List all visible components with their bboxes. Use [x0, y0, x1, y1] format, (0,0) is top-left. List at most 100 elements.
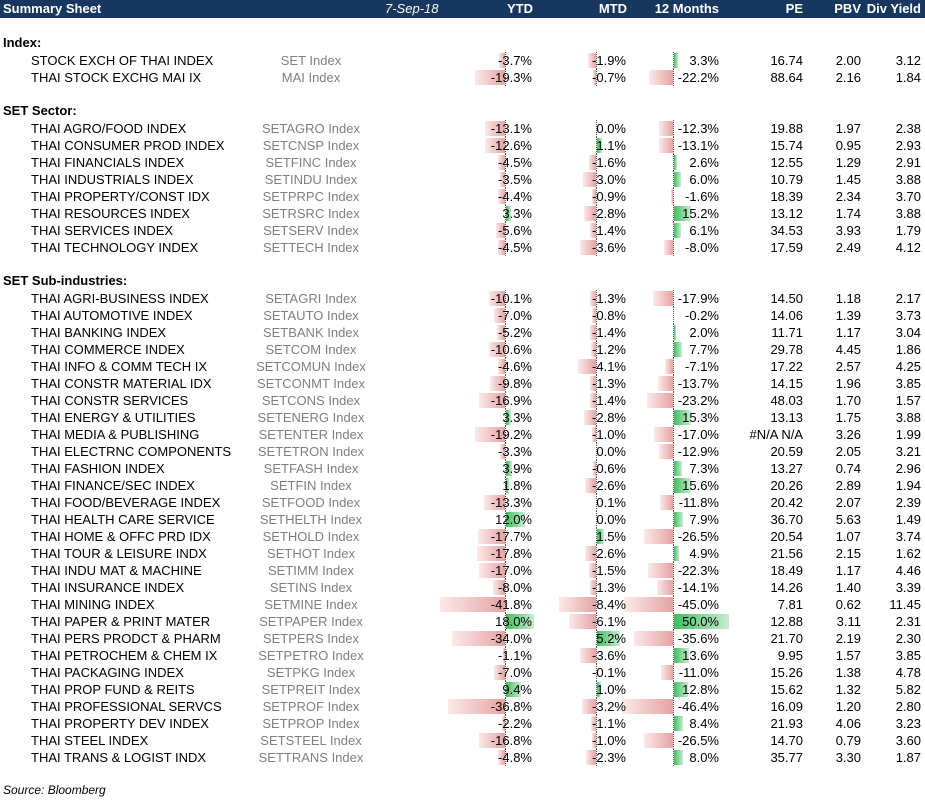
pe-value: 20.26 [770, 478, 803, 493]
table-row: THAI HEALTH CARE SERVICE SETHELTH Index 12… [0, 511, 925, 528]
m12-zero-axis [673, 647, 674, 664]
table-row: THAI INDUSTRIALS INDEX SETINDU Index -3.5%… [0, 171, 925, 188]
mtd-zero-axis [596, 664, 597, 681]
mtd-value: 1.5% [596, 529, 626, 544]
m12-zero-axis [673, 392, 674, 409]
ytd-bar [499, 444, 505, 459]
pbv-value: 1.97 [835, 121, 861, 136]
ytd-value: -7.0% [498, 665, 532, 680]
index-ticker: SETTRANS Index [258, 750, 364, 765]
table-row: THAI HOME & OFFC PRD IDX SETHOLD Index -17… [0, 528, 925, 545]
index-ticker: SETCNSP Index [262, 138, 360, 153]
pbv-value: 1.07 [835, 529, 861, 544]
m12-zero-axis [673, 749, 674, 766]
index-ticker: SETPROF Index [262, 699, 360, 714]
ytd-value: -4.5% [498, 240, 532, 255]
table-row: THAI MINING INDEX SETMINE Index -41.8% -8.4… [0, 596, 925, 613]
ytd-value: -4.8% [498, 750, 532, 765]
ytd-value: 3.9% [502, 461, 532, 476]
ytd-value: -8.0% [498, 580, 532, 595]
div-yield-value: 1.79 [895, 223, 921, 238]
pbv-value: 1.17 [835, 563, 861, 578]
12m-value: 3.3% [689, 53, 719, 68]
table-row: THAI MEDIA & PUBLISHING SETENTER Index -19… [0, 426, 925, 443]
index-name: THAI COMMERCE INDEX [31, 342, 185, 357]
m12-bar [674, 648, 689, 663]
mtd-value: -1.3% [592, 291, 626, 306]
m12-bar [674, 410, 691, 425]
div-yield-value: 1.86 [895, 342, 921, 357]
ytd-value: 18.0% [495, 614, 532, 629]
pe-value: 21.93 [770, 716, 803, 731]
index-ticker: SETSERV Index [263, 223, 359, 238]
m12-zero-axis [673, 630, 674, 647]
ytd-value: -16.8% [490, 733, 532, 748]
mtd-value: -1.3% [592, 580, 626, 595]
pe-value: 12.88 [770, 614, 803, 629]
div-yield-value: 1.99 [895, 427, 921, 442]
ytd-value: -17.0% [490, 563, 532, 578]
mtd-zero-axis [596, 205, 597, 222]
m12-zero-axis [673, 545, 674, 562]
index-ticker: SETFOOD Index [261, 495, 361, 510]
index-ticker: SETINDU Index [264, 172, 358, 187]
col-pbv-header: PBV [834, 1, 861, 16]
table-row: THAI CONSTR SERVICES SETCONS Index -16.9% -… [0, 392, 925, 409]
div-yield-value: 5.82 [895, 682, 921, 697]
table-row: THAI SERVICES INDEX SETSERV Index -5.6% -1.… [0, 222, 925, 239]
index-name: THAI TECHNOLOGY INDEX [31, 240, 199, 255]
m12-zero-axis [673, 409, 674, 426]
div-yield-value: 1.62 [895, 546, 921, 561]
mtd-zero-axis [596, 120, 597, 137]
pe-value: 10.79 [770, 172, 803, 187]
mtd-value: -4.1% [592, 359, 626, 374]
pbv-value: 1.40 [835, 580, 861, 595]
table-row: THAI INDU MAT & MACHINE SETIMM Index -17.0… [0, 562, 925, 579]
mtd-bar [585, 750, 596, 765]
m12-bar [674, 223, 681, 238]
pbv-value: 2.34 [835, 189, 861, 204]
mtd-value: -1.6% [592, 155, 626, 170]
table-row: THAI CONSTR MATERIAL IDX SETCONMT Index -9… [0, 375, 925, 392]
12m-value: -35.6% [677, 631, 719, 646]
mtd-value: -2.3% [592, 750, 626, 765]
index-name: THAI PERS PRODCT & PHARM [31, 631, 221, 646]
pbv-value: 3.93 [835, 223, 861, 238]
m12-zero-axis [673, 154, 674, 171]
div-yield-value: 3.88 [895, 206, 921, 221]
mtd-bar [591, 716, 596, 731]
mtd-zero-axis [596, 596, 597, 613]
mtd-value: -8.4% [592, 597, 626, 612]
ytd-value: -41.8% [490, 597, 532, 612]
12m-value: 13.6% [682, 648, 719, 663]
ytd-bar [475, 427, 505, 442]
m12-bar [657, 376, 673, 391]
pe-value: 11.71 [771, 325, 803, 340]
mtd-zero-axis [596, 528, 597, 545]
div-yield-value: 2.93 [895, 138, 921, 153]
index-ticker: SETETRON Index [257, 444, 365, 459]
mtd-zero-axis [596, 494, 597, 511]
mtd-bar [582, 172, 596, 187]
pe-value: 48.03 [770, 393, 803, 408]
index-name: THAI STOCK EXCHG MAI IX [31, 70, 202, 85]
12m-value: 15.6% [682, 478, 719, 493]
mtd-bar [584, 478, 596, 493]
mtd-bar [590, 342, 596, 357]
mtd-zero-axis [596, 307, 597, 324]
ytd-bar [478, 563, 505, 578]
ytd-zero-axis [505, 494, 506, 511]
m12-bar [654, 427, 673, 442]
12m-value: -0.2% [685, 308, 719, 323]
ytd-bar [447, 699, 505, 714]
mtd-zero-axis [596, 341, 597, 358]
m12-zero-axis [673, 664, 674, 681]
12m-value: -46.4% [677, 699, 719, 714]
ytd-value: -3.5% [498, 172, 532, 187]
m12-bar [671, 189, 673, 204]
index-name: THAI HOME & OFFC PRD IDX [31, 529, 211, 544]
12m-value: -11.8% [678, 495, 719, 510]
mtd-zero-axis [596, 290, 597, 307]
12m-value: 6.0% [689, 172, 719, 187]
